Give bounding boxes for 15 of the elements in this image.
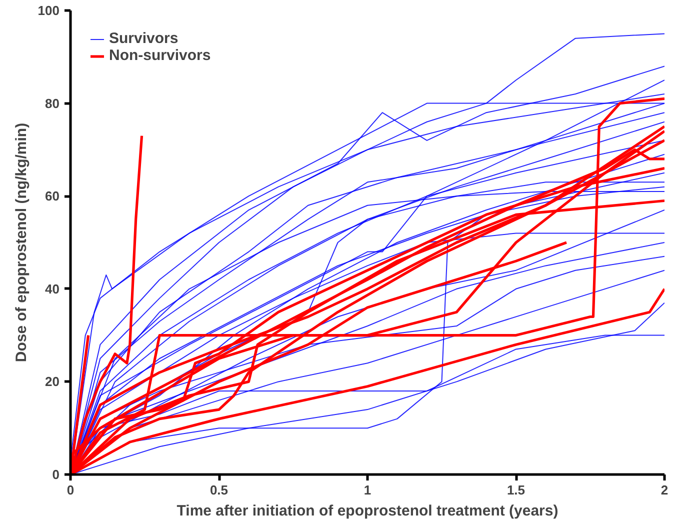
legend-label: Non-survivors	[109, 47, 211, 64]
y-tick-label: 0	[52, 467, 60, 482]
y-axis-title: Dose of epoprostenol (ng/kg/min)	[12, 122, 30, 362]
y-tick-label: 100	[38, 3, 60, 18]
y-tick-label: 40	[45, 281, 60, 296]
x-tick-label: 0.5	[210, 482, 228, 498]
x-tick-label: 1.5	[506, 482, 526, 498]
y-tick-label: 80	[45, 96, 60, 111]
x-tick-label: 1	[364, 482, 372, 498]
x-axis-title: Time after initiation of epoprostenol treatment (years)	[176, 502, 558, 520]
x-tick-label: 0	[66, 482, 74, 498]
y-tick-label: 20	[45, 374, 60, 390]
x-tick-label: 2	[660, 482, 668, 498]
legend-label: Survivors	[109, 30, 178, 47]
y-tick-label: 60	[45, 188, 60, 204]
